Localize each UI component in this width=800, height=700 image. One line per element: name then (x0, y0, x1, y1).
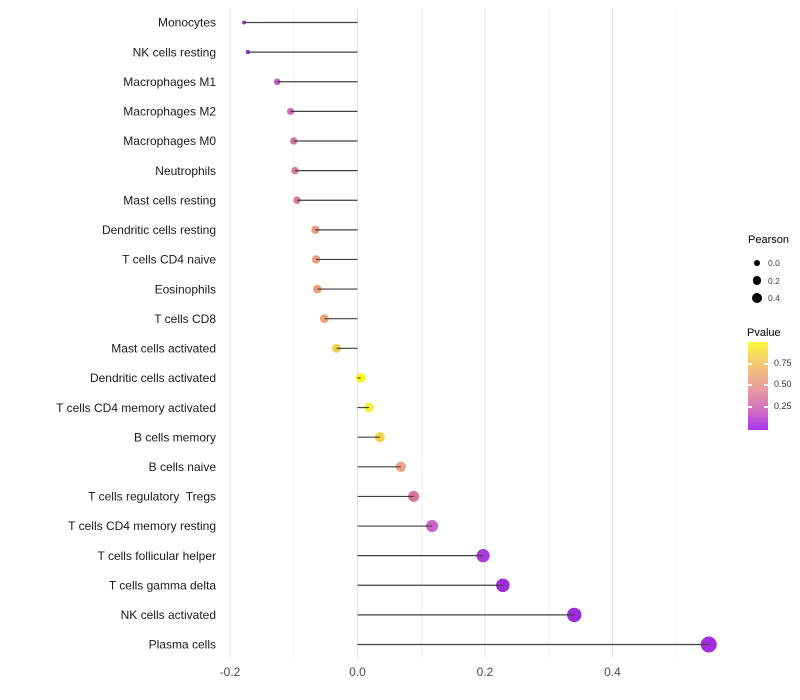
colorbar-tick-label: 0.25 (774, 400, 792, 411)
legend: Pearson 0.0 0.2 0.4 Pvalue 0.75 0.50 0.25 (744, 234, 800, 464)
category-label: Macrophages M2 (123, 105, 216, 119)
colorbar-tick-mark (764, 384, 768, 386)
category-label: Macrophages M0 (123, 134, 216, 148)
legend-pearson-title: Pearson (748, 234, 789, 246)
x-tick-label: -0.2 (220, 665, 241, 679)
category-label: B cells memory (134, 430, 216, 444)
category-label: NK cells activated (121, 608, 216, 622)
category-label: Dendritic cells resting (102, 223, 216, 237)
category-label: NK cells resting (133, 45, 216, 59)
colorbar-tick-mark (748, 384, 752, 386)
category-label: Dendritic cells activated (90, 371, 216, 385)
legend-size-dot (752, 276, 762, 285)
category-label: Macrophages M1 (123, 75, 216, 89)
category-label: T cells CD4 naive (122, 253, 216, 267)
colorbar-tick-label: 0.50 (774, 378, 792, 389)
category-label: T cells CD4 memory activated (56, 401, 216, 415)
lollipop-dot (364, 402, 374, 413)
category-label: T cells follicular helper (98, 549, 217, 563)
category-label: B cells naive (149, 460, 217, 474)
pvalue-colorbar (748, 342, 768, 430)
colorbar-tick-mark (748, 363, 752, 365)
category-label: Plasma cells (149, 638, 216, 652)
legend-size-label: 0.2 (768, 275, 780, 286)
legend-size-dot (751, 292, 763, 304)
colorbar-tick-mark (764, 363, 768, 365)
x-tick-label: 0.2 (477, 665, 494, 679)
legend-size-label: 0.0 (768, 258, 780, 268)
legend-size-label: 0.4 (768, 293, 780, 303)
category-label: Monocytes (158, 16, 216, 30)
category-label: T cells CD8 (154, 312, 216, 326)
category-label: T cells CD4 memory resting (68, 519, 216, 533)
lollipop-dot (291, 166, 299, 175)
x-tick-label: 0.0 (349, 665, 366, 679)
legend-pvalue-title: Pvalue (747, 327, 781, 339)
category-label: Eosinophils (155, 282, 216, 296)
colorbar-tick-mark (748, 406, 752, 408)
category-label: T cells regulatory Tregs (88, 490, 216, 504)
category-label: Mast cells resting (123, 193, 216, 207)
category-label: Mast cells activated (111, 342, 216, 356)
x-tick-label: 0.4 (604, 665, 621, 679)
colorbar-tick-label: 0.75 (774, 357, 792, 368)
lollipop-dot (496, 578, 510, 593)
colorbar-tick-mark (764, 406, 768, 408)
category-label: Neutrophils (155, 164, 216, 178)
legend-size-dot (753, 259, 761, 267)
category-label: T cells gamma delta (109, 578, 216, 592)
